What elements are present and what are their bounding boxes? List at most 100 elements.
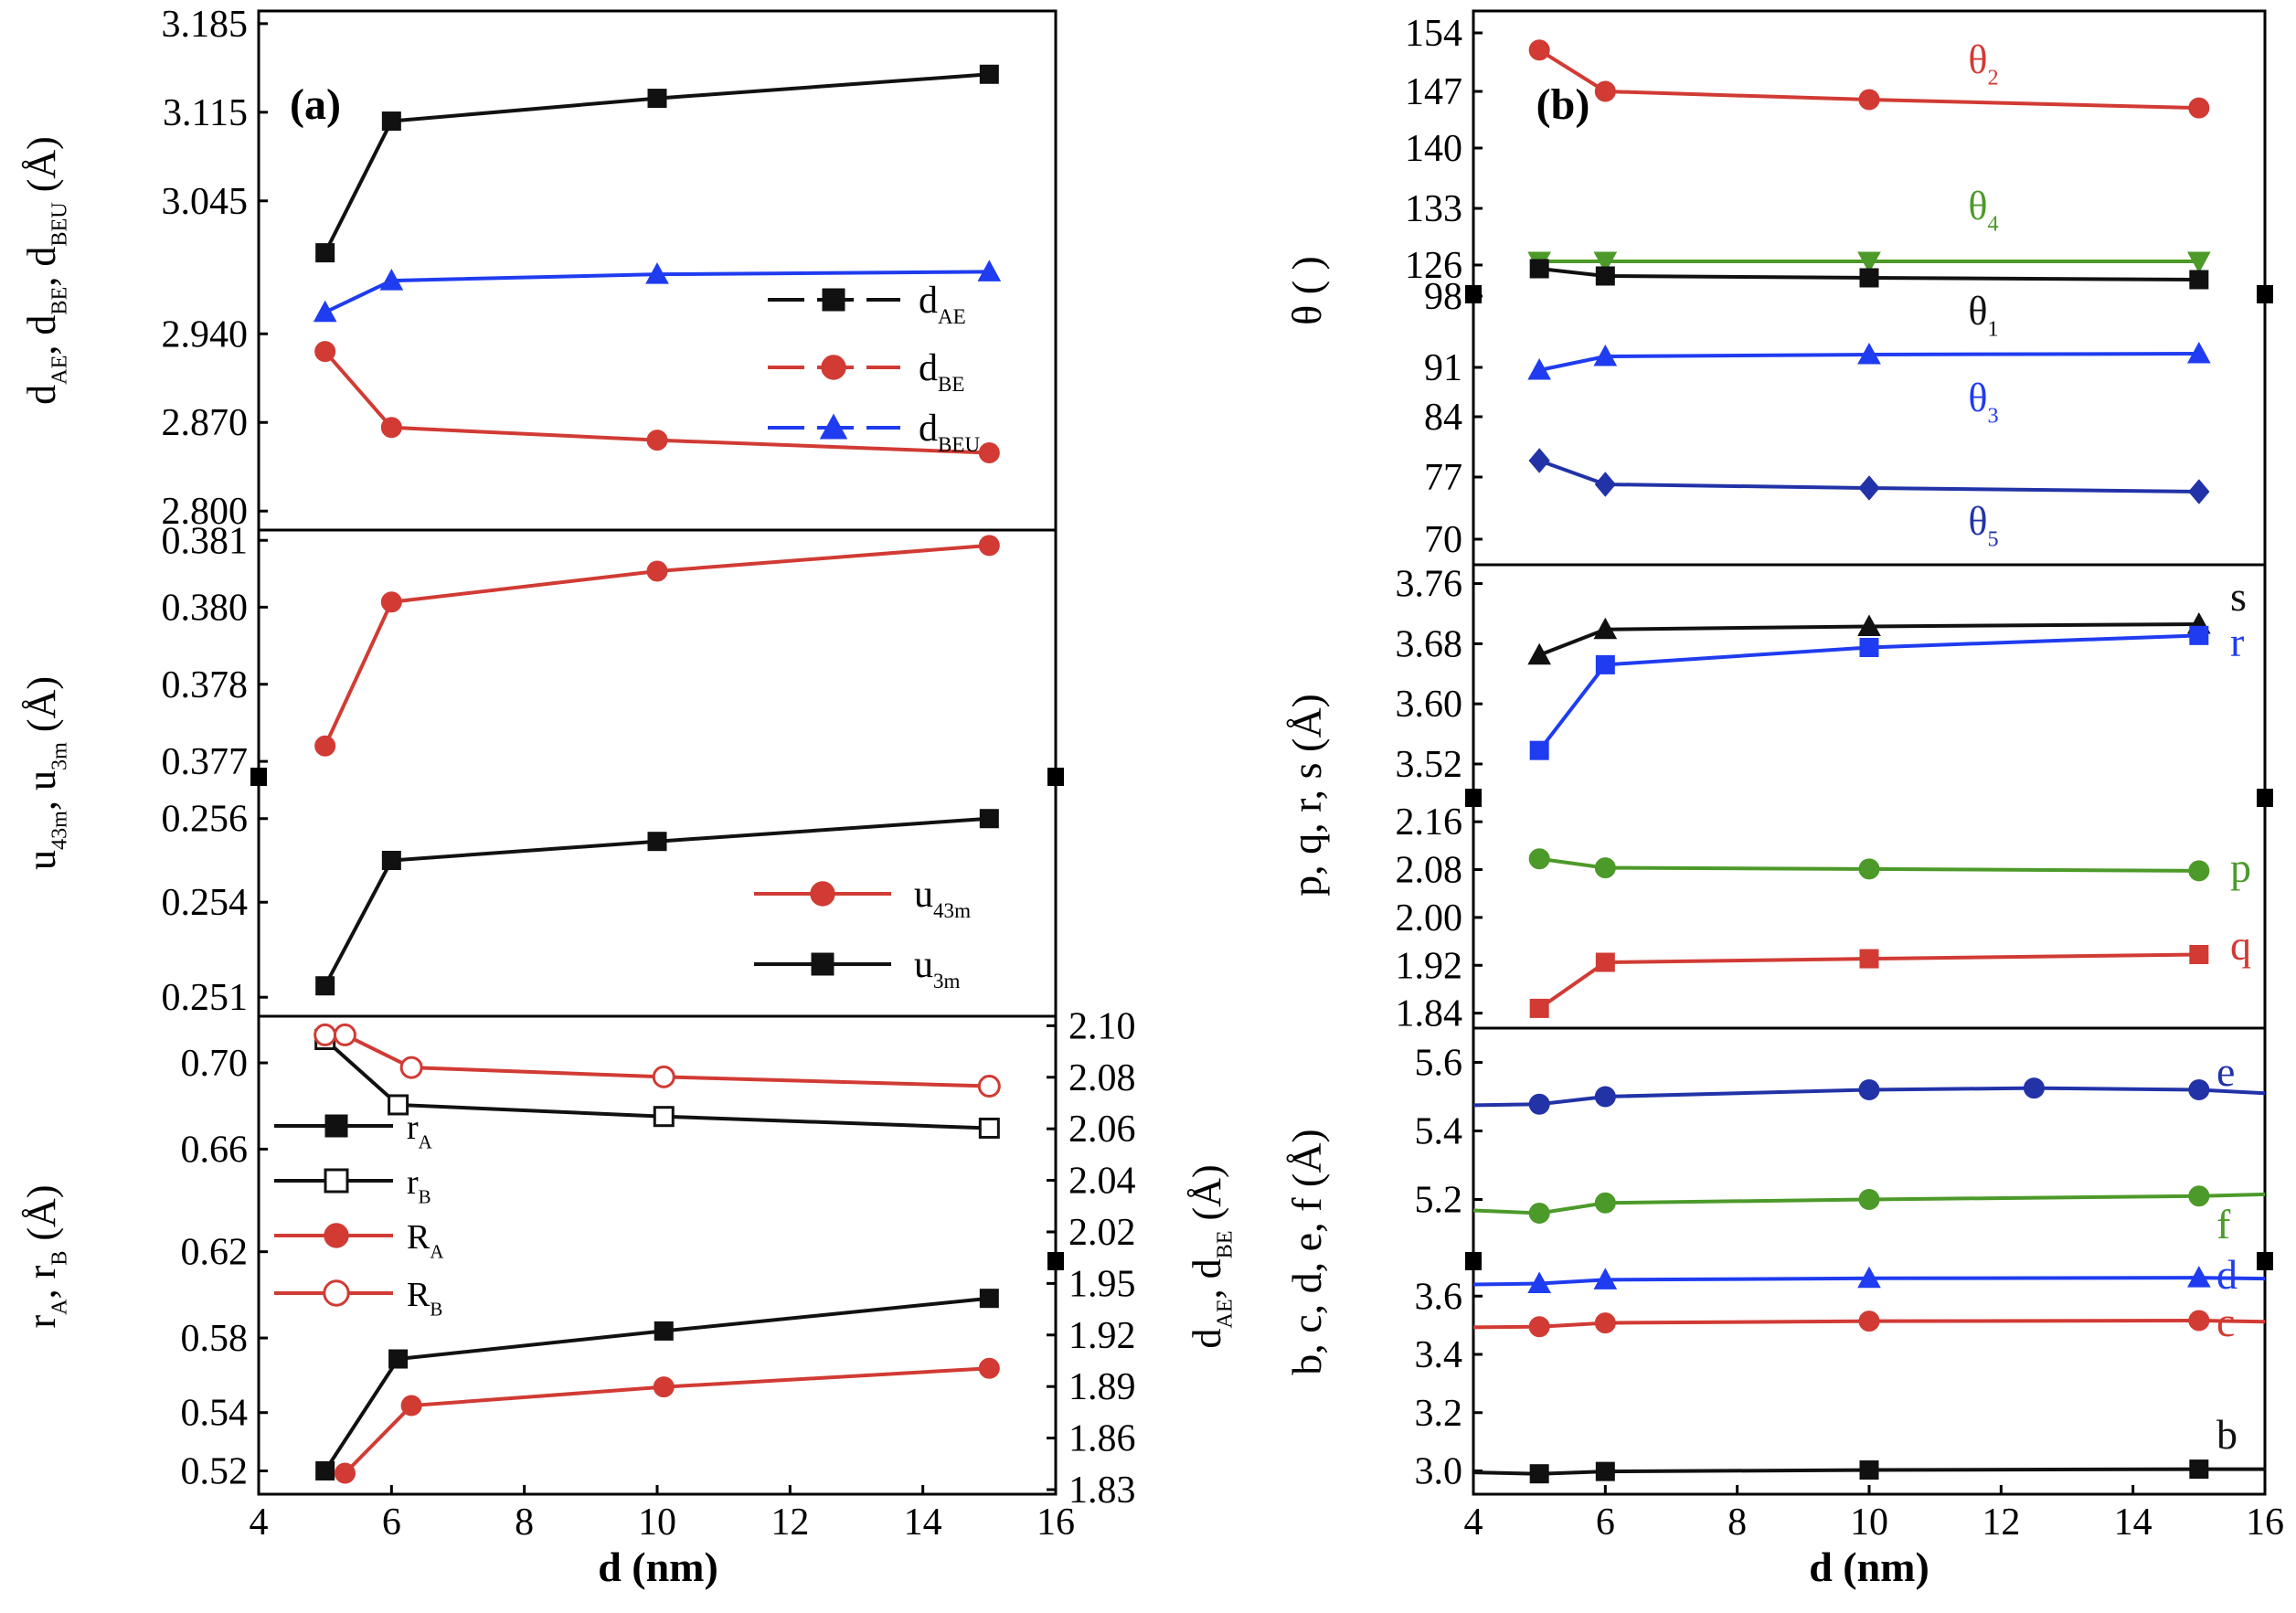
- legend-marker-u^43m: [810, 881, 835, 907]
- series-line-R_A: [344, 1366, 990, 1475]
- data-layer: [274, 39, 2266, 1484]
- x-tick-label: 4: [1464, 1502, 1483, 1544]
- data-point-u^3m: [315, 976, 335, 996]
- data-point-d_BE: [380, 417, 402, 439]
- y-tick-label-b3-lower: 3.4: [1415, 1334, 1463, 1376]
- subscript: BEU: [938, 432, 981, 456]
- data-point-R_B: [652, 1065, 675, 1088]
- y-tick-label-b3-upper: 5.2: [1415, 1180, 1463, 1222]
- data-point-f: [1528, 1203, 1550, 1224]
- label-part: u: [19, 850, 64, 870]
- y-tick-label-a1: 2.870: [162, 402, 249, 444]
- subscript: BE: [938, 372, 965, 396]
- subscript: BE: [1212, 1230, 1237, 1258]
- y-tick-right-label: 2.02: [1068, 1212, 1136, 1254]
- series-line-s: [1538, 621, 2199, 657]
- y-tick-label-a3: 0.62: [181, 1232, 249, 1274]
- axis-break-mark: [2257, 285, 2273, 303]
- y-tick-right-label: 1.83: [1068, 1470, 1136, 1512]
- series-label-q: q: [2230, 922, 2251, 969]
- data-point-f: [2188, 1185, 2210, 1207]
- y-tick-label-b1: 140: [1405, 128, 1462, 170]
- data-point-r: [1859, 637, 1879, 657]
- subscript: BEU: [47, 202, 71, 246]
- series-label-θ5: θ5: [1968, 499, 1998, 551]
- y-tick-label-b1: 84: [1424, 397, 1462, 439]
- series-line-c: [1472, 1319, 2266, 1330]
- series-line-u^43m: [323, 543, 990, 748]
- data-point-q: [1595, 952, 1615, 972]
- legend-label-u^43m: u43m: [914, 874, 971, 922]
- y-tick-right-label: 2.06: [1068, 1109, 1136, 1151]
- data-point-θ2: [2188, 97, 2210, 119]
- data-point-r: [1595, 654, 1615, 674]
- data-point-R_B: [333, 1023, 356, 1046]
- axis-break-mark: [250, 768, 267, 786]
- data-point-q: [1859, 949, 1879, 969]
- data-point-u^43m: [646, 560, 668, 582]
- y-tick-label-a2-lower: 0.254: [162, 882, 249, 924]
- series-label-c: c: [2216, 1299, 2235, 1345]
- series-label-θ1: θ1: [1968, 289, 1998, 341]
- y-tick-label-b1: 77: [1424, 457, 1462, 499]
- legend-label-R_B: RB: [407, 1276, 442, 1321]
- data-point-u^3m: [979, 809, 999, 829]
- label-part: u: [914, 944, 933, 986]
- data-point-f: [1594, 1192, 1616, 1214]
- label-part: d: [919, 408, 938, 450]
- x-tick-label: 16: [2246, 1502, 2284, 1544]
- x-tick-label: 6: [1596, 1502, 1615, 1544]
- legend-marker-d_AE: [822, 288, 845, 312]
- data-point-r_A: [654, 1321, 674, 1341]
- data-point-θ5: [1594, 472, 1616, 497]
- data-point-r: [1529, 740, 1549, 760]
- data-point-r_B: [388, 1094, 409, 1116]
- data-point-s: [1593, 617, 1618, 640]
- y-tick-right-label: 2.10: [1068, 1005, 1136, 1047]
- legend-label-d_AE: dAE: [919, 280, 966, 328]
- series-label-f: f: [2216, 1201, 2231, 1247]
- y-tick-label-b1: 91: [1424, 347, 1462, 389]
- y-tick-label-a2-upper: 0.377: [162, 741, 249, 783]
- y-tick-label-a3: 0.52: [181, 1450, 249, 1492]
- data-point-p: [1594, 857, 1616, 879]
- x-axis-label-b: d (nm): [1809, 1544, 1929, 1590]
- series-label-b: b: [2216, 1411, 2238, 1458]
- data-point-θ4: [2186, 251, 2211, 274]
- series-line-q: [1538, 952, 2199, 1011]
- subscript: AE: [1212, 1299, 1237, 1328]
- legend-label-d_BE: dBE: [919, 347, 965, 396]
- y-tick-label-b1: 70: [1424, 519, 1462, 561]
- data-point-d_AE: [647, 89, 667, 109]
- data-point-R_A: [978, 1357, 1000, 1379]
- y-tick-label-b2-lower: 1.84: [1396, 993, 1463, 1035]
- y-tick-label-a3: 0.66: [181, 1129, 249, 1171]
- axis-break-mark: [1047, 1252, 1064, 1270]
- y-tick-label-a1: 3.045: [162, 181, 249, 223]
- series-line-θ5: [1538, 459, 2199, 493]
- data-point-d: [1527, 1271, 1552, 1294]
- y-tick-label-b3-upper: 5.6: [1415, 1043, 1463, 1085]
- subscript: B: [47, 1251, 71, 1266]
- data-point-d_AE: [381, 111, 401, 132]
- series-line-θ3: [1538, 352, 2199, 372]
- legend-label-R_A: RA: [407, 1218, 443, 1263]
- y-tick-label-a3: 0.70: [181, 1043, 249, 1085]
- y-tick-label-a1: 3.185: [162, 4, 249, 46]
- data-point-θ2: [1594, 80, 1616, 102]
- data-point-e: [1858, 1079, 1880, 1100]
- data-point-f: [1858, 1189, 1880, 1210]
- label-part: θ: [1968, 289, 1987, 334]
- subscript: 5: [1987, 526, 1998, 551]
- y-tick-right-label: 1.89: [1068, 1366, 1136, 1408]
- data-point-e: [2023, 1077, 2045, 1099]
- data-point-b: [1595, 1461, 1615, 1481]
- axis-break-mark: [1465, 1252, 1482, 1270]
- series-line-b: [1472, 1467, 2265, 1476]
- y-tick-label-b2-upper: 3.76: [1396, 564, 1463, 606]
- data-point-b: [1859, 1460, 1879, 1480]
- data-point-s: [1527, 642, 1552, 665]
- series-label-e: e: [2216, 1048, 2235, 1095]
- legend-marker-d_BEU: [819, 413, 848, 440]
